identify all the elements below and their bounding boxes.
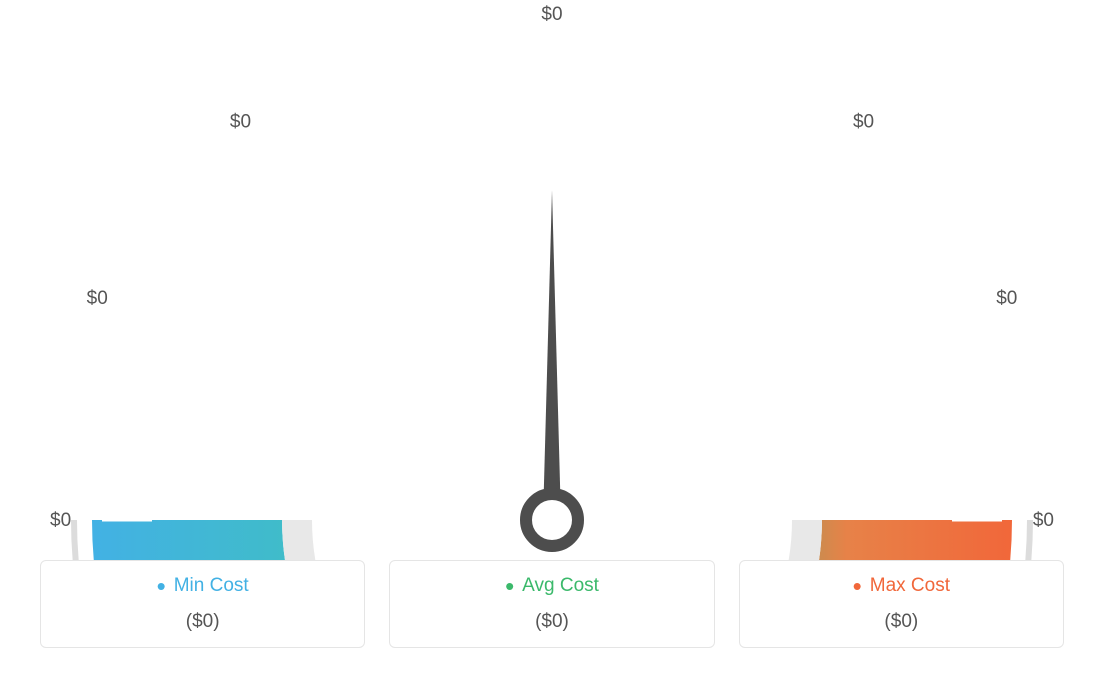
- legend-value-max: ($0): [752, 611, 1051, 633]
- legend-label-min: Min Cost: [53, 575, 352, 597]
- legend-label-max: Max Cost: [752, 575, 1051, 597]
- gauge-svg: $0 $0 $0 $0 $0 $0 $0: [0, 0, 1104, 560]
- svg-text:$0: $0: [853, 111, 874, 132]
- legend-card-max: Max Cost ($0): [739, 560, 1064, 648]
- svg-text:$0: $0: [230, 111, 251, 132]
- legend-card-min: Min Cost ($0): [40, 560, 365, 648]
- legend-value-min: ($0): [53, 611, 352, 633]
- legend-label-avg: Avg Cost: [402, 575, 701, 597]
- svg-text:$0: $0: [50, 510, 71, 531]
- svg-text:$0: $0: [541, 4, 562, 25]
- gauge-chart: $0 $0 $0 $0 $0 $0 $0: [0, 0, 1104, 560]
- legend-card-avg: Avg Cost ($0): [389, 560, 714, 648]
- svg-text:$0: $0: [996, 288, 1017, 309]
- legend-row: Min Cost ($0) Avg Cost ($0) Max Cost ($0…: [0, 560, 1104, 648]
- svg-text:$0: $0: [87, 288, 108, 309]
- svg-text:$0: $0: [1033, 510, 1054, 531]
- legend-value-avg: ($0): [402, 611, 701, 633]
